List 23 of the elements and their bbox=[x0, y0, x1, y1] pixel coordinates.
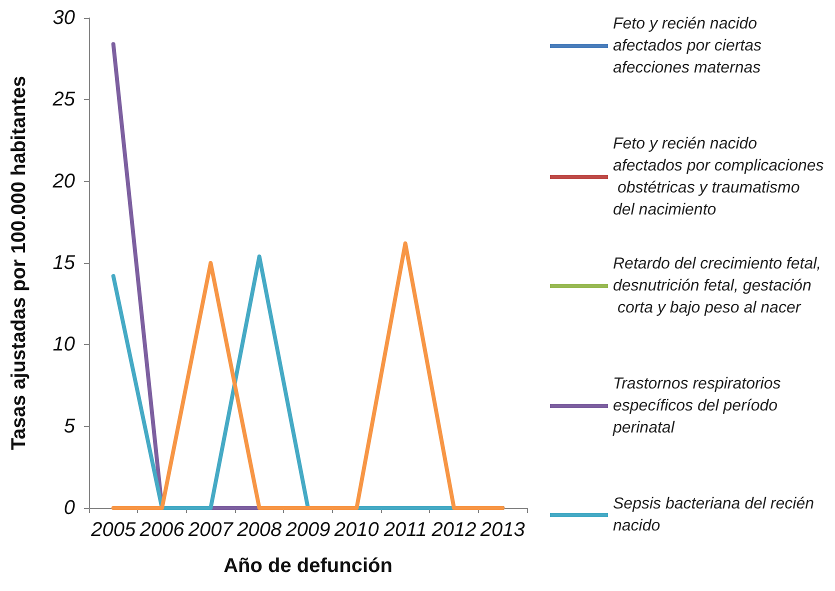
x-tick-label: 2011 bbox=[382, 519, 427, 541]
y-axis-title: Tasas ajustadas por 100.000 habitantes bbox=[8, 76, 30, 450]
legend-label: Sepsis bacteriana del recién nacido bbox=[613, 496, 818, 534]
legend-label: Feto y recién nacido afectados por ciertas afecciones maternas bbox=[613, 16, 766, 76]
x-tick-label: 2007 bbox=[187, 519, 234, 541]
y-tick-label: 15 bbox=[52, 252, 76, 274]
y-tick-label: 25 bbox=[52, 88, 76, 111]
x-tick-label: 2009 bbox=[284, 519, 330, 541]
x-tick-label: 2006 bbox=[138, 519, 186, 541]
y-tick-label: 30 bbox=[52, 7, 75, 29]
y-tick-label: 0 bbox=[64, 497, 75, 519]
x-tick-label: 2013 bbox=[479, 519, 525, 541]
x-tick-label: 2008 bbox=[236, 519, 282, 541]
x-tick-label: 2010 bbox=[333, 519, 379, 541]
y-tick-label: 10 bbox=[52, 334, 75, 356]
x-axis-title: Año de defunción bbox=[224, 555, 392, 577]
legend-label: Feto y recién nacido afectados por complicaciones obstétricas y traumatismo del nacimiento bbox=[613, 136, 824, 218]
y-tick-label: 20 bbox=[52, 170, 75, 192]
legend-label: Trastornos respiratorios específicos del período perinatal bbox=[612, 376, 786, 436]
legend-label: Retardo del crecimiento fetal, desnutrición fetal, gestación corta y bajo peso al nacer bbox=[613, 256, 826, 316]
x-tick-label: 2005 bbox=[90, 519, 136, 541]
x-tick-label: 2012 bbox=[430, 519, 476, 541]
y-tick-label: 5 bbox=[64, 415, 76, 438]
